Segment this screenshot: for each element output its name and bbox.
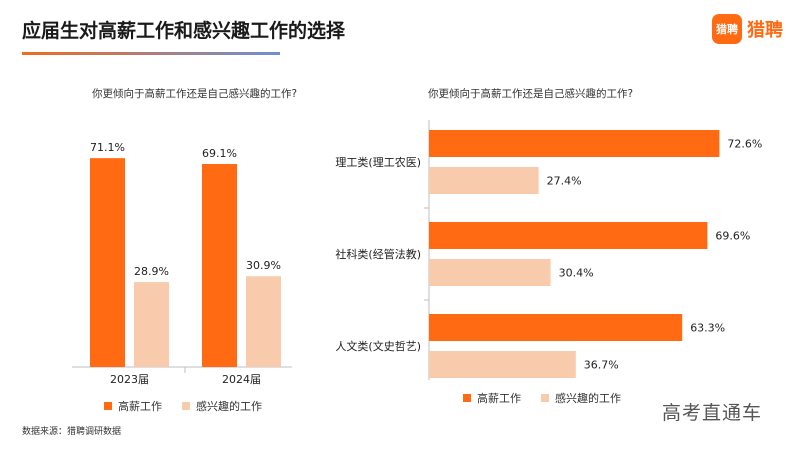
x-tick-label: 2023届 xyxy=(110,373,149,386)
bar-interest xyxy=(429,351,576,378)
bar-value-label: 63.3% xyxy=(690,322,725,335)
bar-value-label: 72.6% xyxy=(727,138,762,151)
legend-swatch-high-pay xyxy=(463,394,471,402)
bar-value-label: 28.9% xyxy=(134,265,169,278)
y-tick-label: 社科类(经管法教) xyxy=(335,247,421,261)
legend-swatch-interest xyxy=(541,394,549,402)
right-chart-title: 你更倾向于高薪工作还是自己感兴趣的工作? xyxy=(428,88,634,100)
y-tick-label: 人文类(文史哲艺) xyxy=(335,339,421,353)
bar-value-label: 69.6% xyxy=(715,230,750,243)
bar-value-label: 27.4% xyxy=(547,175,582,188)
watermark: 高考直通车 xyxy=(662,402,763,424)
title-underline xyxy=(22,52,280,55)
bar-interest xyxy=(134,282,169,367)
x-tick-label: 2024届 xyxy=(222,373,261,386)
right-chart-legend: 高薪工作 感兴趣的工作 xyxy=(463,390,641,406)
liepin-logo: 猎聘 猎聘 xyxy=(712,14,783,44)
legend-label-interest: 感兴趣的工作 xyxy=(555,392,621,405)
bar-high-pay xyxy=(202,164,237,367)
bar-high-pay xyxy=(429,314,683,341)
bar-value-label: 69.1% xyxy=(202,147,237,160)
legend-label-interest: 感兴趣的工作 xyxy=(196,400,262,413)
page-title: 应届生对高薪工作和感兴趣工作的选择 xyxy=(22,20,346,42)
bar-interest xyxy=(429,167,539,194)
left-chart-legend: 高薪工作 感兴趣的工作 xyxy=(104,398,282,414)
bar-interest xyxy=(429,259,551,286)
legend-swatch-interest xyxy=(182,402,190,410)
liepin-logo-icon: 猎聘 xyxy=(712,14,742,44)
bar-value-label: 30.9% xyxy=(246,259,281,272)
liepin-logo-text: 猎聘 xyxy=(747,20,783,41)
bar-high-pay xyxy=(429,130,720,157)
bar-high-pay xyxy=(90,158,125,367)
legend-label-high-pay: 高薪工作 xyxy=(477,392,521,405)
legend-item-interest: 感兴趣的工作 xyxy=(182,398,262,414)
bar-interest xyxy=(246,276,281,367)
left-chart-title: 你更倾向于高薪工作还是自己感兴趣的工作? xyxy=(92,88,298,100)
bar-high-pay xyxy=(429,222,708,249)
legend-item-interest: 感兴趣的工作 xyxy=(541,390,621,406)
bar-value-label: 36.7% xyxy=(584,359,619,372)
legend-label-high-pay: 高薪工作 xyxy=(118,400,162,413)
data-source-note: 数据来源：猎聘调研数据 xyxy=(22,427,122,437)
legend-item-high-pay: 高薪工作 xyxy=(104,398,162,414)
legend-item-high-pay: 高薪工作 xyxy=(463,390,521,406)
bar-value-label: 71.1% xyxy=(90,141,125,154)
y-tick-label: 理工类(理工农医) xyxy=(335,155,421,169)
bar-value-label: 30.4% xyxy=(559,267,594,280)
legend-swatch-high-pay xyxy=(104,402,112,410)
